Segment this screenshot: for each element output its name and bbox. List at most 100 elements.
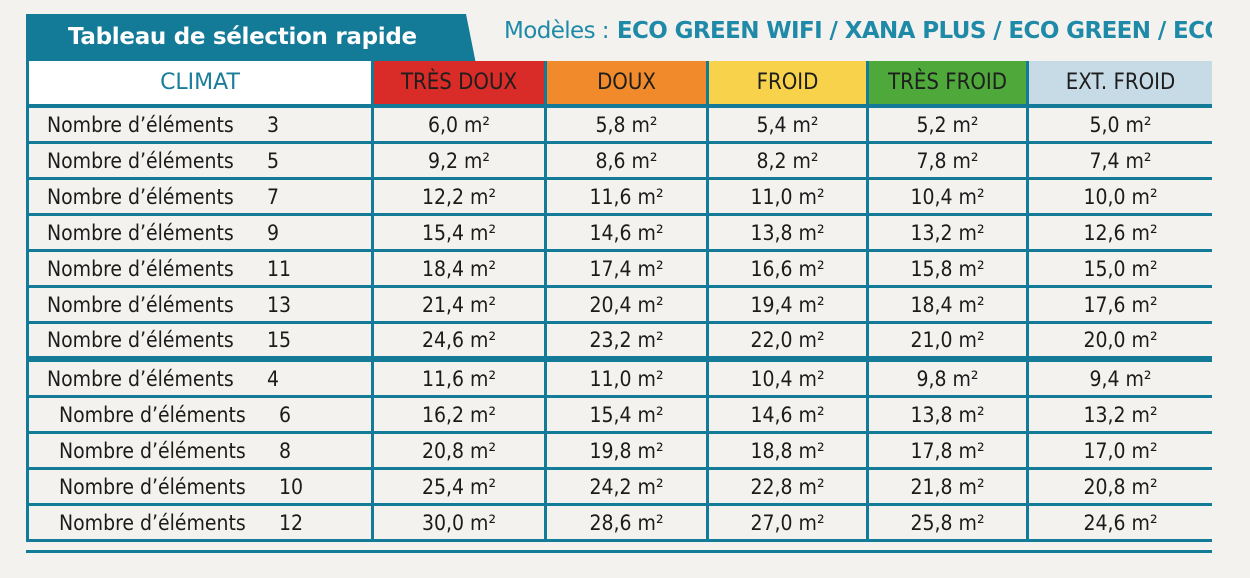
- table-row: Nombre d’éléments 13 21,4 m² 20,4 m² 19,4 m²…: [29, 288, 1212, 324]
- table-row: Nombre d’éléments 3 6,0 m² 5,8 m² 5,4 m² 5,2 …: [29, 108, 1212, 144]
- element-count: 15: [267, 328, 292, 352]
- surface-value: 22,8 m²: [709, 470, 869, 503]
- surface-value: 25,8 m²: [869, 506, 1029, 539]
- surface-value: 16,6 m²: [709, 252, 869, 285]
- row-label-cell: Nombre d’éléments 5: [29, 144, 374, 177]
- column-header-tres-froid: TRÈS FROID: [869, 61, 1029, 104]
- element-count: 3: [267, 112, 280, 137]
- row-label-cell: Nombre d’éléments 9: [29, 216, 374, 249]
- surface-value: 12,6 m²: [1083, 220, 1158, 245]
- surface-value: 10,4 m²: [709, 362, 869, 395]
- surface-value: 17,8 m²: [869, 434, 1029, 467]
- models-line: Modèles : ECO GREEN WIFI / XANA PLUS / EC…: [504, 18, 1212, 44]
- surface-value: 20,8 m²: [374, 434, 547, 467]
- surface-value: 24,6 m²: [1083, 510, 1158, 535]
- surface-value: 14,6 m²: [547, 216, 709, 249]
- row-label-cell: Nombre d’éléments 7: [29, 180, 374, 213]
- surface-value: 15,4 m²: [547, 398, 709, 431]
- row-label: Nombre d’éléments: [47, 256, 234, 281]
- element-count: 7: [267, 184, 280, 209]
- surface-value: 5,8 m²: [547, 108, 709, 141]
- surface-value: 25,4 m²: [374, 470, 547, 503]
- row-label: Nombre d’éléments: [47, 184, 234, 209]
- element-count: 10: [279, 474, 304, 499]
- surface-value: 8,6 m²: [547, 144, 709, 177]
- surface-value: 24,2 m²: [547, 470, 709, 503]
- row-label: Nombre d’éléments: [47, 148, 234, 173]
- surface-value: 11,0 m²: [709, 180, 869, 213]
- surface-value: 10,0 m²: [1083, 184, 1158, 209]
- surface-value: 21,4 m²: [374, 288, 547, 321]
- surface-value: 5,2 m²: [869, 108, 1029, 141]
- page-title: Tableau de sélection rapide: [68, 24, 417, 50]
- row-label-cell: Nombre d’éléments 6: [29, 398, 374, 431]
- row-label-cell: Nombre d’éléments 15: [29, 324, 374, 356]
- column-header-tres-doux: TRÈS DOUX: [374, 61, 547, 104]
- surface-value: 19,4 m²: [709, 288, 869, 321]
- table-row: Nombre d’éléments 6 16,2 m² 15,4 m² 14,6 m² 1…: [29, 398, 1212, 434]
- selection-table: CLIMAT TRÈS DOUX DOUX FROID TRÈS FROID E…: [26, 57, 1212, 542]
- row-label-cell: Nombre d’éléments 12: [29, 506, 374, 539]
- surface-value: 19,8 m²: [547, 434, 709, 467]
- table-row: Nombre d’éléments 9 15,4 m² 14,6 m² 13,8 m² 1…: [29, 216, 1212, 252]
- element-count: 6: [279, 402, 292, 427]
- table-header-row: CLIMAT TRÈS DOUX DOUX FROID TRÈS FROID E…: [29, 57, 1212, 108]
- surface-value: 27,0 m²: [709, 506, 869, 539]
- surface-value: 6,0 m²: [374, 108, 547, 141]
- row-label: Nombre d’éléments: [47, 292, 234, 317]
- element-count: 12: [279, 510, 304, 535]
- surface-value: 17,0 m²: [1083, 438, 1158, 463]
- table-row: Nombre d’éléments 4 11,6 m² 11,0 m² 10,4 m² 9…: [29, 362, 1212, 398]
- row-label: Nombre d’éléments: [59, 510, 246, 535]
- models-names: ECO GREEN WIFI / XANA PLUS / ECO GREEN /…: [616, 18, 1212, 44]
- row-label-cell: Nombre d’éléments 13: [29, 288, 374, 321]
- surface-value: 10,4 m²: [869, 180, 1029, 213]
- surface-value: 20,8 m²: [1083, 474, 1158, 499]
- surface-value: 13,8 m²: [709, 216, 869, 249]
- surface-value: 9,8 m²: [869, 362, 1029, 395]
- element-count: 9: [267, 220, 280, 245]
- element-count: 4: [267, 366, 280, 391]
- surface-value: 18,4 m²: [374, 252, 547, 285]
- surface-value: 9,2 m²: [374, 144, 547, 177]
- table-row: Nombre d’éléments 8 20,8 m² 19,8 m² 18,8 m² 1…: [29, 434, 1212, 470]
- element-count: 8: [279, 438, 292, 463]
- surface-value: 15,8 m²: [869, 252, 1029, 285]
- table-row: Nombre d’éléments 7 12,2 m² 11,6 m² 11,0 m² 1…: [29, 180, 1212, 216]
- table-row: Nombre d’éléments 11 18,4 m² 17,4 m² 16,6 m²…: [29, 252, 1212, 288]
- row-label-cell: Nombre d’éléments 11: [29, 252, 374, 285]
- surface-value: 20,0 m²: [1083, 328, 1158, 352]
- surface-value: 7,8 m²: [869, 144, 1029, 177]
- row-label: Nombre d’éléments: [47, 220, 234, 245]
- row-label-cell: Nombre d’éléments 4: [29, 362, 374, 395]
- surface-value: 11,6 m²: [547, 180, 709, 213]
- surface-value: 7,4 m²: [1089, 148, 1152, 173]
- row-label-cell: Nombre d’éléments 3: [29, 108, 374, 141]
- surface-value: 21,0 m²: [869, 324, 1029, 356]
- surface-value: 12,2 m²: [374, 180, 547, 213]
- surface-value: 24,6 m²: [374, 324, 547, 356]
- row-label: Nombre d’éléments: [47, 112, 234, 137]
- surface-value: 18,8 m²: [709, 434, 869, 467]
- surface-value: 8,2 m²: [709, 144, 869, 177]
- surface-value: 14,6 m²: [709, 398, 869, 431]
- surface-value: 15,4 m²: [374, 216, 547, 249]
- surface-value: 18,4 m²: [869, 288, 1029, 321]
- row-label: Nombre d’éléments: [47, 328, 234, 352]
- surface-value: 28,6 m²: [547, 506, 709, 539]
- row-label: Nombre d’éléments: [47, 366, 234, 391]
- table-row: Nombre d’éléments 15 24,6 m² 23,2 m² 22,0 m²…: [29, 324, 1212, 362]
- column-header-climat: CLIMAT: [29, 61, 374, 104]
- column-header-froid: FROID: [709, 61, 869, 104]
- row-label: Nombre d’éléments: [59, 474, 246, 499]
- table-bottom-border: [26, 550, 1212, 553]
- surface-value: 13,8 m²: [869, 398, 1029, 431]
- surface-value: 13,2 m²: [1083, 402, 1158, 427]
- surface-value: 16,2 m²: [374, 398, 547, 431]
- element-count: 13: [267, 292, 292, 317]
- surface-value: 21,8 m²: [869, 470, 1029, 503]
- surface-value: 30,0 m²: [374, 506, 547, 539]
- surface-value: 17,4 m²: [547, 252, 709, 285]
- row-label: Nombre d’éléments: [59, 402, 246, 427]
- surface-value: 13,2 m²: [869, 216, 1029, 249]
